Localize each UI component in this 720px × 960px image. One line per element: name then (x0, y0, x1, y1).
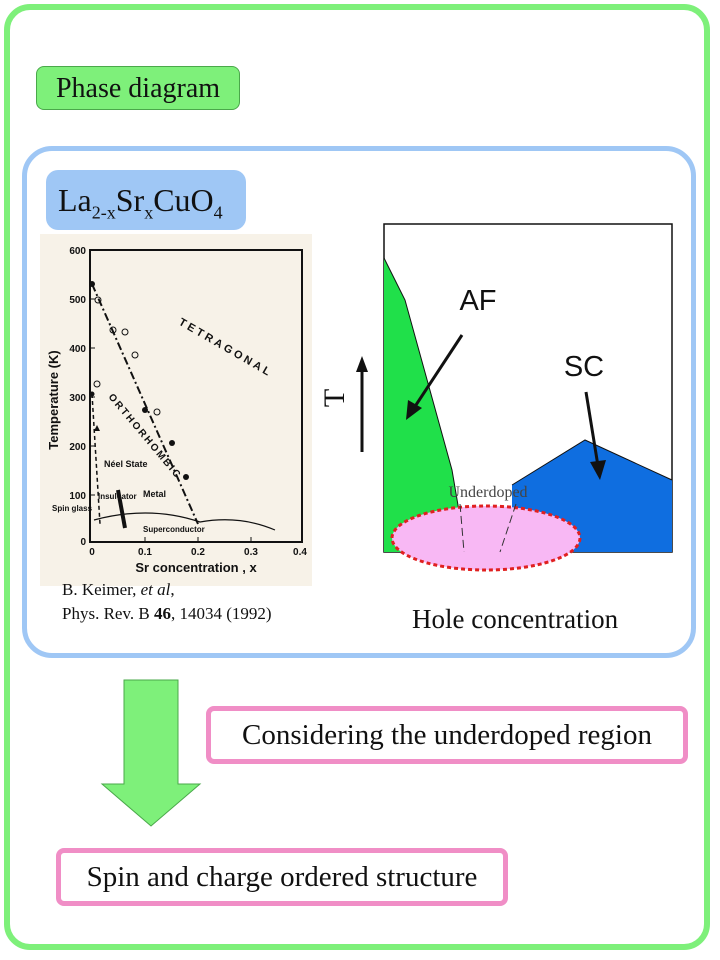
spin-charge-box: Spin and charge ordered structure (56, 848, 508, 906)
ytick-600: 600 (69, 246, 86, 257)
formula-sub1: 2-x (91, 202, 116, 223)
formula-sub2: x (144, 202, 154, 223)
sc-arrowhead (590, 460, 606, 480)
insulator-pointer (116, 489, 127, 529)
af-label: AF (459, 285, 496, 317)
formula-label: La2-xSrxCuO4 (46, 170, 246, 230)
formula-sub3: 4 (213, 202, 223, 223)
citation-line-2: Phys. Rev. B 46, 14034 (1992) (62, 604, 272, 623)
xtick-0.1: 0.1 (138, 547, 152, 558)
t-arrowhead (356, 356, 368, 372)
citation: B. Keimer, et al, Phys. Rev. B 46, 14034… (62, 578, 272, 626)
considering-underdoped-box: Considering the underdoped region (206, 706, 688, 764)
hole-concentration-label: Hole concentration (412, 604, 619, 634)
label-metal: Metal (143, 489, 166, 499)
scan-points (89, 281, 189, 480)
underdoped-dash-right (499, 503, 517, 553)
formula-sr: Sr (115, 182, 145, 218)
af-arrow-shaft (412, 334, 464, 409)
ytick-500: 500 (69, 295, 86, 306)
ytick-300: 300 (69, 393, 86, 404)
ytick-400: 400 (69, 344, 86, 355)
xtick-0: 0 (89, 547, 95, 558)
scan-axes-frame (89, 249, 303, 543)
structural-boundary (91, 283, 199, 525)
scan-ylabel: Temperature (K) (46, 350, 61, 449)
xtick-0.2: 0.2 (191, 547, 205, 558)
neel-boundary (91, 393, 101, 525)
xtick-0.4: 0.4 (293, 547, 307, 558)
label-superconductor: Superconductor (143, 525, 205, 534)
af-region (384, 258, 466, 552)
t-label: T (318, 389, 351, 407)
ytick-0: 0 (80, 537, 86, 548)
xtick-0.3: 0.3 (244, 547, 258, 558)
down-arrow (100, 679, 202, 827)
formula-la: La (58, 182, 92, 218)
sc-label: SC (564, 351, 604, 383)
phase-diagram-title: Phase diagram (36, 66, 240, 110)
label-spin-glass: Spin glass (52, 504, 93, 513)
formula-cuo: CuO (153, 182, 214, 218)
citation-line-1: B. Keimer, et al, (62, 580, 175, 599)
ytick-200: 200 (69, 442, 86, 453)
scan-xlabel: Sr concentration , x (135, 560, 257, 575)
sc-arrow-shaft (584, 391, 600, 467)
label-tetragonal: TETRAGONAL (177, 316, 275, 380)
underdoped-label: Underdoped (448, 484, 527, 501)
sc-boundary (511, 439, 673, 486)
underdoped-region (390, 504, 582, 572)
af-arrowhead (406, 400, 422, 420)
underdoped-dash-left (459, 503, 465, 553)
label-neel: Néel State (104, 459, 148, 469)
ytick-100: 100 (69, 491, 86, 502)
